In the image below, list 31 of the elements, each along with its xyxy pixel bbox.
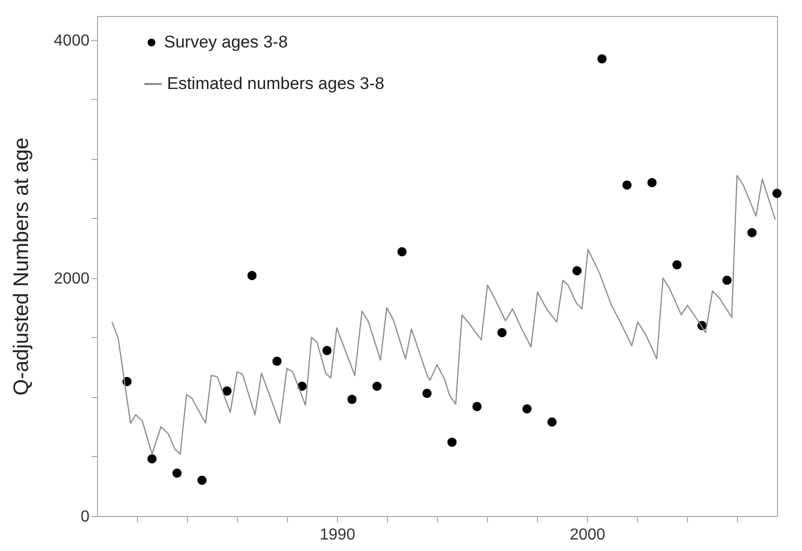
point [747,228,757,238]
point [247,270,257,280]
point [547,417,557,427]
point [147,454,157,464]
point [772,188,782,198]
point [372,382,382,391]
point [222,386,232,396]
point [572,266,582,276]
point [397,247,407,256]
point [272,356,282,366]
point [197,476,207,485]
point [172,468,182,478]
point [597,54,607,64]
point [522,404,532,414]
point [622,180,632,190]
point [322,346,332,356]
point [647,178,657,188]
y-tick-label: 4000 [54,32,90,50]
point [497,328,507,338]
point [472,402,482,412]
point [422,388,432,398]
y-axis-title: Q-adjusted Numbers at age [10,138,33,396]
point [447,438,457,447]
x-tick-label: 1990 [320,526,356,544]
point [672,260,682,270]
legend-label: Survey ages 3-8 [164,32,288,52]
point [347,394,357,404]
y-tick-label: 2000 [54,270,90,288]
point [722,276,732,285]
y-tick-label: 0 [80,508,90,526]
legend-label: Estimated numbers ages 3-8 [167,74,384,93]
